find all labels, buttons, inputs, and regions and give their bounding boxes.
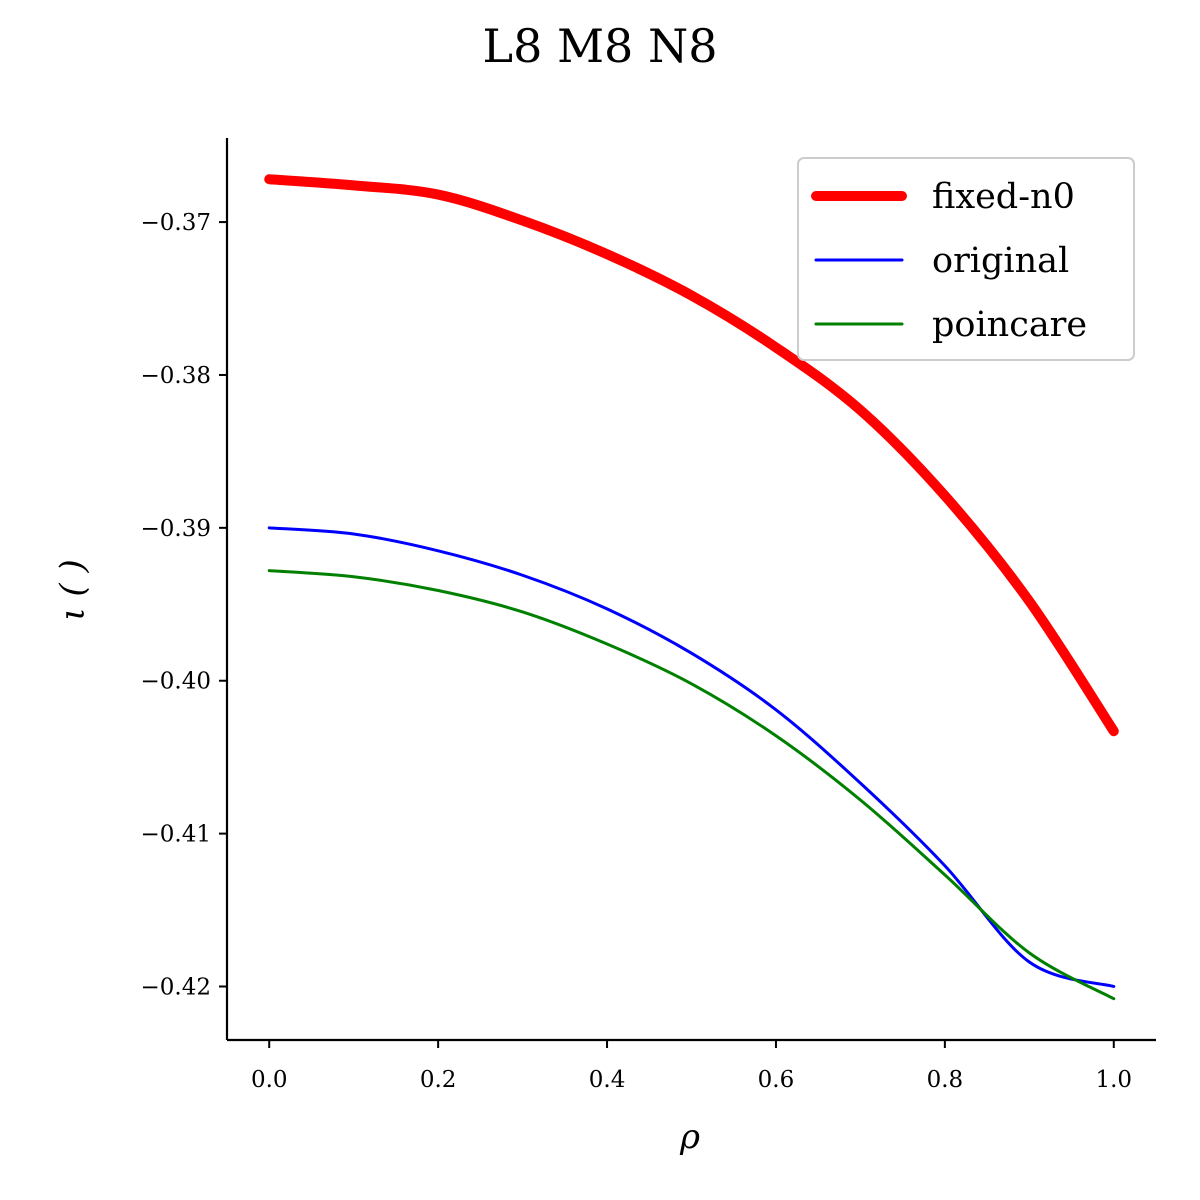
x-tick-label: 0.6 [758,1067,795,1093]
x-ticks: 0.0 0.2 0.4 0.6 0.8 1.0 [251,1040,1132,1093]
legend-label-fixed-n0: fixed-n0 [932,177,1075,217]
legend-label-original: original [932,241,1069,281]
y-tick-label: −0.38 [141,363,211,389]
y-tick-label: −0.41 [141,822,211,848]
x-tick-label: 1.0 [1095,1067,1132,1093]
plot-area: 0.0 0.2 0.4 0.6 0.8 1.0 −0.37−0.38−0.39−0.40−… [141,138,1156,1093]
series-line-poincare [267,569,1116,1001]
legend-frame [797,157,1135,361]
x-tick-label: 0.8 [927,1067,964,1093]
legend-items: fixed-n0 original poincare [811,177,1087,345]
y-tick-label: −0.39 [141,516,211,542]
legend: fixed-n0 original poincare [797,157,1135,361]
x-tick-label: 0.4 [589,1067,626,1093]
y-axis-label: ι ( ) [53,559,93,620]
x-axis-label: ρ [679,1117,700,1157]
series-line-original [267,526,1116,988]
y-tick-label: −0.42 [141,974,211,1000]
chart-title: L8 M8 N8 [483,19,718,73]
series-line-fixed-n0 [264,174,1119,737]
x-tick-label: 0.0 [251,1067,288,1093]
x-tick-label: 0.2 [420,1067,457,1093]
y-ticks: −0.37 −0.38 −0.39 −0.40 −0.41 −0.42 [141,210,227,1000]
legend-label-poincare: poincare [932,305,1087,345]
y-tick-label: −0.40 [141,669,211,695]
series-lines [264,174,1119,1001]
y-tick-label: −0.37 [141,210,211,236]
